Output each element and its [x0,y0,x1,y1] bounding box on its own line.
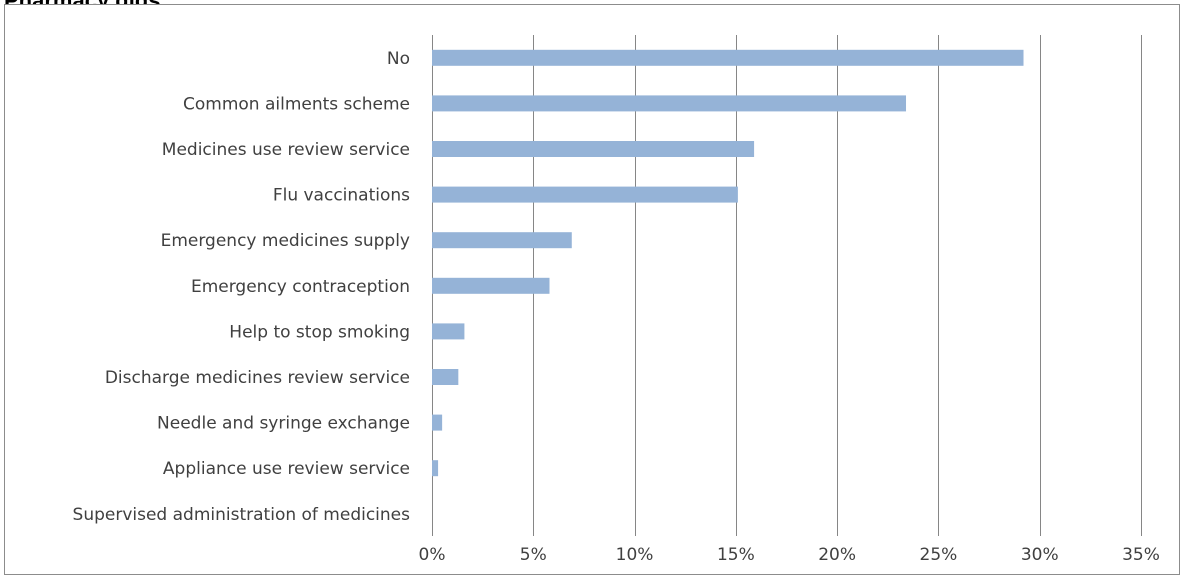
x-tick-label: 20% [818,545,856,565]
bar [432,323,465,340]
bar [432,141,755,157]
category-label: Appliance use review service [163,459,410,479]
category-label: Emergency medicines supply [161,231,410,251]
category-label: Supervised administration of medicines [73,505,411,525]
category-label: Needle and syringe exchange [157,414,410,434]
x-tick-label: 10% [616,545,654,565]
category-label: Discharge medicines review service [105,368,410,388]
gridlines [432,35,1142,536]
bar [432,277,550,294]
bar [432,460,439,477]
bars [432,49,1024,477]
category-label: Emergency contraception [191,277,410,297]
x-tick-label: 5% [520,545,547,565]
category-label: Medicines use review service [162,140,410,160]
category-labels: No Common ailments scheme Medicines use re… [73,49,411,525]
x-tick-label: 15% [717,545,755,565]
x-tick-label: 0% [419,545,446,565]
x-tick-label: 35% [1122,545,1160,565]
bar [432,232,572,249]
tick-labels: 0% 5% 10% 15% 20% 25% 30% 35% [419,545,1160,565]
bar [432,414,443,431]
category-label: No [387,49,410,69]
category-label: Help to stop smoking [229,322,410,342]
bar [432,95,907,112]
x-tick-label: 30% [1021,545,1059,565]
chart-frame [4,4,1180,575]
category-label: Common ailments scheme [183,94,410,114]
bar [432,49,1024,66]
bar [432,186,738,203]
x-tick-label: 25% [920,545,958,565]
bar [432,369,459,385]
category-label: Flu vaccinations [273,186,410,206]
